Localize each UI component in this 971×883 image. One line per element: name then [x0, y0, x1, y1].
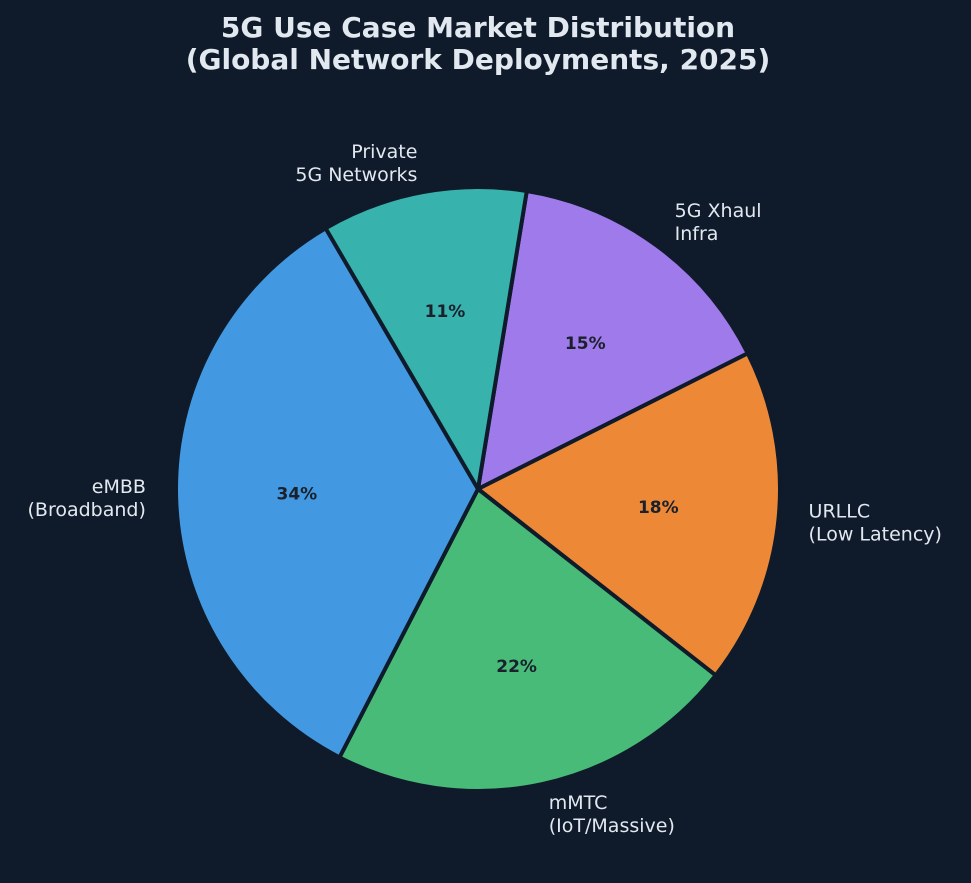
slice-category-label: 5G Xhaul Infra [675, 200, 762, 245]
slice-percentage-label: 18% [638, 498, 679, 518]
slice-percentage-label: 15% [565, 334, 606, 354]
percentage-labels: 15% 18% 22% 34% 11% [277, 302, 679, 677]
category-labels: 5G Xhaul Infra URLLC (Low Latency) mMTC (IoT/… [28, 141, 942, 837]
slice-category-label: eMBB (Broadband) [28, 476, 146, 521]
chart-title-line-1: 5G Use Case Market Distribution [221, 11, 735, 44]
slice-category-label: URLLC (Low Latency) [809, 500, 942, 545]
slice-percentage-label: 34% [277, 485, 318, 505]
slice-category-label: mMTC (IoT/Massive) [549, 792, 675, 837]
slice-percentage-label: 22% [496, 657, 537, 677]
slice-category-label: Private 5G Networks [295, 141, 417, 186]
chart-title-line-2: (Global Network Deployments, 2025) [186, 43, 771, 76]
pie-slice [476, 351, 782, 678]
pie-slices [174, 185, 782, 793]
pie-slice [476, 188, 750, 491]
slice-percentage-label: 11% [425, 302, 466, 322]
pie-slice [323, 185, 529, 491]
pie-slice [337, 487, 718, 793]
